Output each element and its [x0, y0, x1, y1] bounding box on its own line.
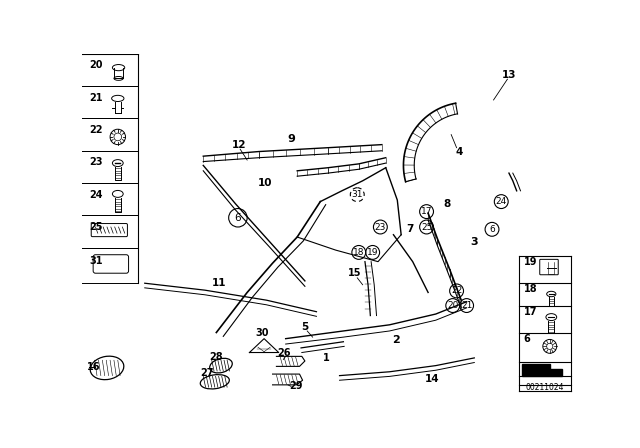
Text: 27: 27	[200, 368, 214, 378]
Text: 7: 7	[406, 224, 414, 234]
Text: 2: 2	[392, 335, 399, 345]
Text: 17: 17	[421, 207, 432, 216]
Text: 23: 23	[374, 223, 386, 232]
Text: 18: 18	[353, 248, 365, 257]
Text: 3: 3	[470, 237, 478, 247]
Text: 9: 9	[287, 134, 295, 144]
Text: 5: 5	[301, 322, 308, 332]
Text: 8: 8	[444, 199, 451, 209]
Text: 11: 11	[211, 278, 226, 288]
Text: 26: 26	[277, 348, 291, 358]
Text: 00211024: 00211024	[526, 383, 564, 392]
Text: 31: 31	[351, 190, 363, 199]
Text: 4: 4	[455, 147, 463, 157]
Text: 25: 25	[90, 222, 103, 232]
Text: 30: 30	[256, 328, 269, 338]
Text: 17: 17	[524, 307, 537, 318]
Text: 19: 19	[367, 248, 378, 257]
Text: 13: 13	[502, 70, 516, 80]
Text: 6: 6	[524, 334, 531, 344]
Text: 19: 19	[524, 257, 537, 267]
Text: 21: 21	[90, 93, 103, 103]
Text: 20: 20	[90, 60, 103, 70]
Text: 6: 6	[489, 225, 495, 234]
Text: 25: 25	[421, 223, 432, 232]
Text: 24: 24	[90, 190, 103, 200]
Text: 15: 15	[348, 268, 362, 278]
Text: 31: 31	[90, 256, 103, 266]
Text: 22: 22	[451, 286, 462, 295]
Text: 6: 6	[235, 213, 241, 223]
Text: 10: 10	[258, 178, 272, 188]
Text: 12: 12	[232, 140, 246, 150]
Text: 14: 14	[424, 374, 439, 383]
Text: 1: 1	[323, 353, 330, 363]
Text: 18: 18	[524, 284, 537, 294]
Text: 16: 16	[87, 362, 100, 372]
Text: 29: 29	[289, 381, 303, 392]
Text: 21: 21	[461, 301, 472, 310]
Text: 20: 20	[447, 301, 458, 310]
Text: 23: 23	[90, 157, 103, 168]
Text: 28: 28	[209, 352, 223, 362]
Text: 24: 24	[495, 197, 507, 206]
Polygon shape	[522, 364, 562, 375]
Text: 22: 22	[90, 125, 103, 135]
